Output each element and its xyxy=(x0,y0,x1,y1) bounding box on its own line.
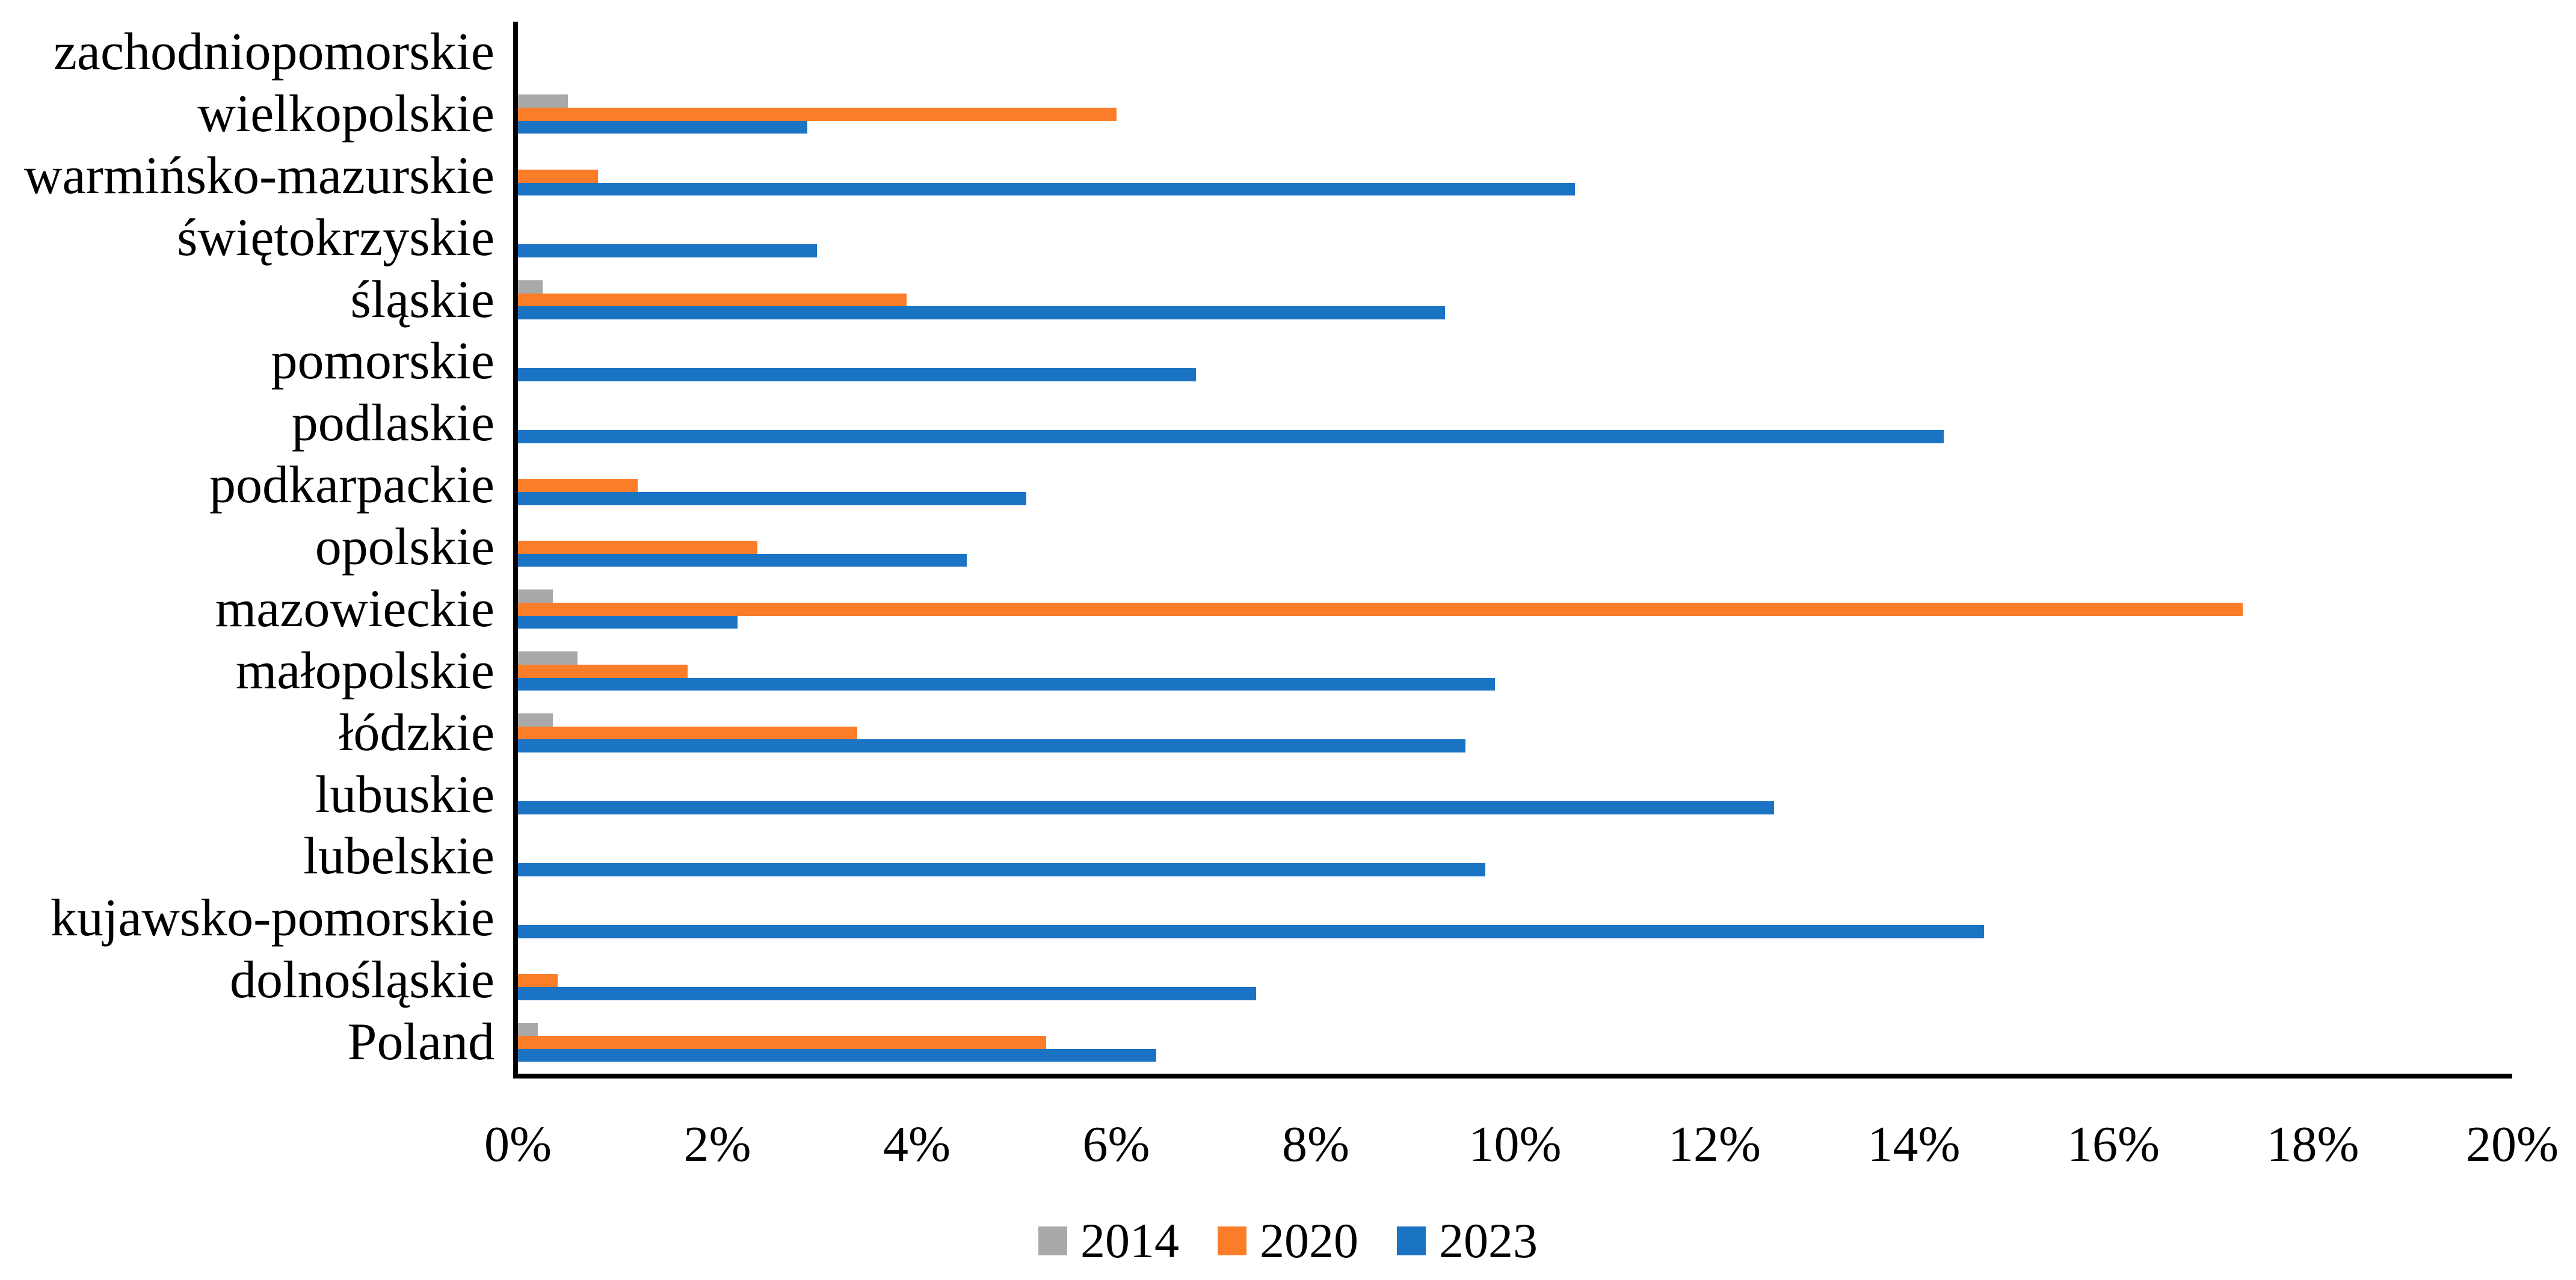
category-label: dolnośląskie xyxy=(230,951,495,1010)
legend-item-2014: 2014 xyxy=(1038,1208,1179,1274)
category-label: pomorskie xyxy=(271,332,495,391)
category-label: lubelskie xyxy=(303,827,495,886)
category-axis-labels: zachodniopomorskie wielkopolskie warmińsko… xyxy=(0,22,495,1074)
category-label: opolskie xyxy=(315,518,495,576)
bar-2023 xyxy=(518,615,738,629)
category-label: lubuskie xyxy=(315,765,495,824)
category-row xyxy=(518,269,2512,331)
category-label: zachodniopomorskie xyxy=(53,23,495,81)
bar-2023 xyxy=(518,430,1944,443)
category-row xyxy=(518,84,2512,146)
category-label: kujawsko-pomorskie xyxy=(50,889,495,948)
x-tick-label: 2% xyxy=(683,1116,751,1172)
legend: 2014 2020 2023 xyxy=(0,1208,2576,1274)
bar-2023 xyxy=(518,739,1465,752)
category-row xyxy=(518,579,2512,641)
category-label: warmińsko-mazurskie xyxy=(24,146,495,205)
category-row xyxy=(518,331,2512,393)
legend-item-2023: 2023 xyxy=(1397,1208,1538,1274)
x-tick-label: 6% xyxy=(1082,1116,1150,1172)
bar-2023 xyxy=(518,925,1984,938)
bar-2020 xyxy=(518,293,907,307)
plot-area xyxy=(513,22,2512,1078)
category-label: Poland xyxy=(347,1013,495,1071)
bar-2023 xyxy=(518,368,1197,381)
legend-item-2020: 2020 xyxy=(1218,1208,1358,1274)
bar-2020 xyxy=(518,726,857,740)
bar-2014 xyxy=(518,589,553,603)
category-row xyxy=(518,517,2512,579)
legend-label: 2020 xyxy=(1260,1213,1358,1268)
bar-2014 xyxy=(518,280,543,294)
x-tick-label: 0% xyxy=(484,1116,552,1172)
bar-2023 xyxy=(518,244,818,257)
category-row xyxy=(518,765,2512,826)
bar-2020 xyxy=(518,664,688,678)
x-tick-label: 4% xyxy=(883,1116,951,1172)
bar-2020 xyxy=(518,169,598,183)
bar-2014 xyxy=(518,1023,538,1036)
legend-swatch-icon xyxy=(1218,1226,1246,1255)
category-label: wielkopolskie xyxy=(197,84,495,143)
bar-2020 xyxy=(518,479,638,492)
bar-2020 xyxy=(518,108,1117,121)
category-label: śląskie xyxy=(350,270,495,329)
bar-2023 xyxy=(518,120,807,134)
category-label: małopolskie xyxy=(235,641,495,700)
category-label: podlaskie xyxy=(291,394,495,453)
legend-swatch-icon xyxy=(1038,1226,1067,1255)
category-row xyxy=(518,455,2512,517)
bar-2023 xyxy=(518,491,1027,505)
category-row xyxy=(518,146,2512,208)
bar-2020 xyxy=(518,1036,1047,1049)
bar-2020 xyxy=(518,974,558,987)
x-tick-label: 14% xyxy=(1867,1116,1961,1172)
bar-2023 xyxy=(518,986,1256,1000)
bar-2014 xyxy=(518,713,553,727)
x-tick-label: 20% xyxy=(2466,1116,2559,1172)
bar-2014 xyxy=(518,651,578,665)
category-row xyxy=(518,826,2512,888)
bar-2023 xyxy=(518,553,967,567)
category-row xyxy=(518,1012,2512,1074)
category-label: mazowieckie xyxy=(215,579,495,638)
category-row xyxy=(518,393,2512,455)
category-row xyxy=(518,888,2512,950)
category-row xyxy=(518,208,2512,269)
legend-swatch-icon xyxy=(1397,1226,1426,1255)
category-row xyxy=(518,641,2512,703)
x-tick-label: 10% xyxy=(1468,1116,1562,1172)
bar-2023 xyxy=(518,801,1775,814)
value-axis-ticks: 0% 2% 4% 6% 8% 10% 12% 14% 16% 18% 20% xyxy=(484,1106,2559,1184)
bar-2023 xyxy=(518,182,1575,196)
category-row xyxy=(518,22,2512,84)
category-row xyxy=(518,703,2512,765)
x-tick-label: 12% xyxy=(1668,1116,1761,1172)
category-label: świętokrzyskie xyxy=(177,208,495,267)
category-row xyxy=(518,950,2512,1012)
bar-2020 xyxy=(518,541,757,554)
bar-2020 xyxy=(518,603,2243,616)
legend-label: 2023 xyxy=(1439,1213,1538,1268)
bar-2023 xyxy=(518,306,1446,319)
bar-2023 xyxy=(518,863,1485,876)
x-tick-label: 8% xyxy=(1282,1116,1349,1172)
legend-label: 2014 xyxy=(1080,1213,1179,1268)
x-tick-label: 16% xyxy=(2067,1116,2160,1172)
category-label: podkarpackie xyxy=(209,456,495,515)
bar-2023 xyxy=(518,1048,1156,1062)
bar-2014 xyxy=(518,94,568,108)
x-tick-label: 18% xyxy=(2266,1116,2359,1172)
bar-2023 xyxy=(518,677,1496,691)
category-label: łódzkie xyxy=(338,703,495,762)
